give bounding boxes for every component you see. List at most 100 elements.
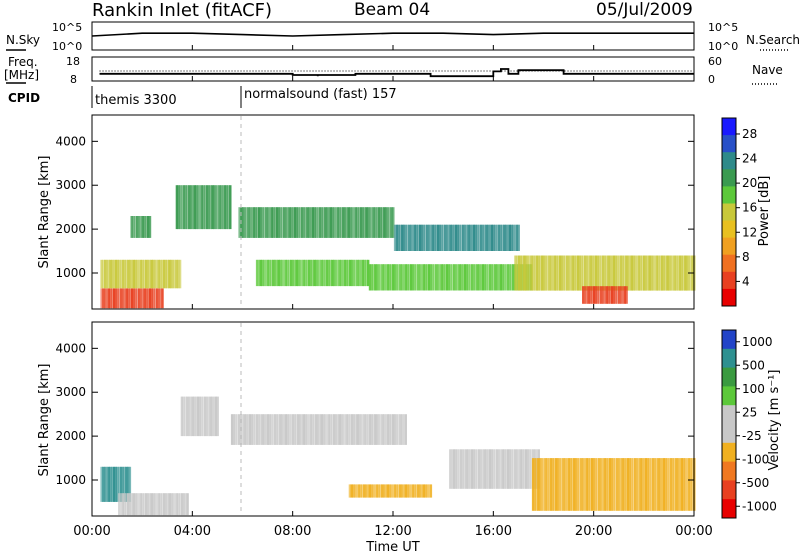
scatter-cell xyxy=(334,414,338,445)
scatter-cell xyxy=(516,255,519,291)
scatter-cell xyxy=(331,207,334,238)
scatter-cell xyxy=(161,493,164,516)
scatter-cell xyxy=(109,259,112,289)
scatter-cell xyxy=(377,414,381,445)
scatter-cell xyxy=(678,255,682,291)
scatter-cell xyxy=(354,259,357,287)
scatter-cell xyxy=(329,207,332,238)
scatter-cell xyxy=(354,207,357,238)
scatter-cell xyxy=(116,466,119,502)
scatter-cell xyxy=(130,216,133,238)
scatter-cell xyxy=(107,466,110,502)
scatter-cell xyxy=(519,449,522,489)
scatter-cell xyxy=(279,259,282,287)
scatter-cell xyxy=(429,224,433,251)
scatter-cell xyxy=(397,224,400,251)
power-cbar-frame xyxy=(721,117,737,307)
scatter-cell xyxy=(444,224,447,251)
scatter-cell xyxy=(157,493,160,516)
scatter-cell xyxy=(304,207,307,238)
scatter-cell xyxy=(243,414,246,445)
scatter-cell xyxy=(320,414,323,445)
scatter-cell xyxy=(623,286,626,304)
scatter-cell xyxy=(214,185,218,230)
scatter-cell xyxy=(644,458,648,511)
velocity-cells xyxy=(100,396,696,516)
scatter-cell xyxy=(130,259,134,289)
scatter-cell xyxy=(485,449,488,489)
velocity-y-axis: 1000 2000 3000 4000 xyxy=(55,341,694,487)
scatter-cell xyxy=(673,458,676,511)
scatter-cell xyxy=(179,493,182,516)
scatter-cell xyxy=(392,414,395,445)
velocity-cbar-swatch xyxy=(722,405,736,425)
scatter-cell xyxy=(238,207,241,238)
scatter-cell xyxy=(626,458,630,511)
scatter-cell xyxy=(497,264,501,291)
scatter-cell xyxy=(370,207,374,238)
scatter-cell xyxy=(404,484,407,498)
scatter-cell xyxy=(105,288,109,309)
scatter-cell xyxy=(673,255,676,291)
scatter-cell xyxy=(361,259,364,287)
scatter-cell xyxy=(531,458,535,511)
scatter-cell xyxy=(252,414,255,445)
scatter-cell xyxy=(411,484,415,498)
scatter-cell xyxy=(132,216,135,238)
scatter-cell xyxy=(626,255,630,291)
scatter-cell xyxy=(248,414,252,445)
scatter-cell xyxy=(309,207,313,238)
scatter-cell xyxy=(123,466,126,502)
scatter-cell xyxy=(309,259,313,287)
scatter-cell xyxy=(212,396,216,437)
scatter-cell xyxy=(259,259,262,287)
scatter-cell xyxy=(154,288,157,309)
scatter-cell xyxy=(341,414,345,445)
scatter-cell xyxy=(419,224,422,251)
scatter-cell xyxy=(118,259,121,289)
scatter-cell xyxy=(388,414,391,445)
scatter-cell xyxy=(616,255,619,291)
scatter-cell xyxy=(173,259,176,289)
scatter-cell xyxy=(503,224,506,251)
scatter-cell xyxy=(400,484,404,498)
x-tick-label-4: 16:00 xyxy=(475,524,512,539)
scatter-cell xyxy=(175,493,178,516)
scatter-cell xyxy=(263,207,266,238)
scatter-cell xyxy=(270,259,273,287)
scatter-cell xyxy=(254,207,257,238)
scatter-cell xyxy=(186,493,189,516)
scatter-cell xyxy=(497,449,501,489)
scatter-cell xyxy=(196,396,200,437)
scatter-cell xyxy=(255,259,259,287)
scatter-cell xyxy=(607,458,610,511)
scatter-cell xyxy=(352,484,355,498)
scatter-cell xyxy=(157,259,160,289)
scatter-cell xyxy=(322,414,325,445)
scatter-cell xyxy=(139,216,143,238)
scatter-cell xyxy=(184,493,187,516)
scatter-cell xyxy=(494,224,497,251)
scatter-cell xyxy=(607,255,610,291)
scatter-cell xyxy=(141,493,144,516)
scatter-cell xyxy=(245,207,248,238)
scatter-cell xyxy=(286,259,289,287)
scatter-cell xyxy=(111,466,114,502)
scatter-cell xyxy=(386,484,389,498)
scatter-cell xyxy=(596,255,599,291)
scatter-cell xyxy=(164,259,167,289)
scatter-cell xyxy=(390,484,393,498)
scatter-cell xyxy=(467,264,470,291)
scatter-cell xyxy=(449,224,452,251)
scatter-cell xyxy=(481,264,485,291)
scatter-cell xyxy=(490,449,493,489)
scatter-cell xyxy=(191,185,195,230)
scatter-cell xyxy=(141,259,144,289)
scatter-cell xyxy=(307,414,311,445)
x-tick-label-1: 04:00 xyxy=(174,524,211,539)
scatter-cell xyxy=(578,458,581,511)
scatter-cell xyxy=(476,264,479,291)
scatter-cell xyxy=(587,458,590,511)
scatter-cell xyxy=(417,224,420,251)
scatter-cell xyxy=(325,259,329,287)
